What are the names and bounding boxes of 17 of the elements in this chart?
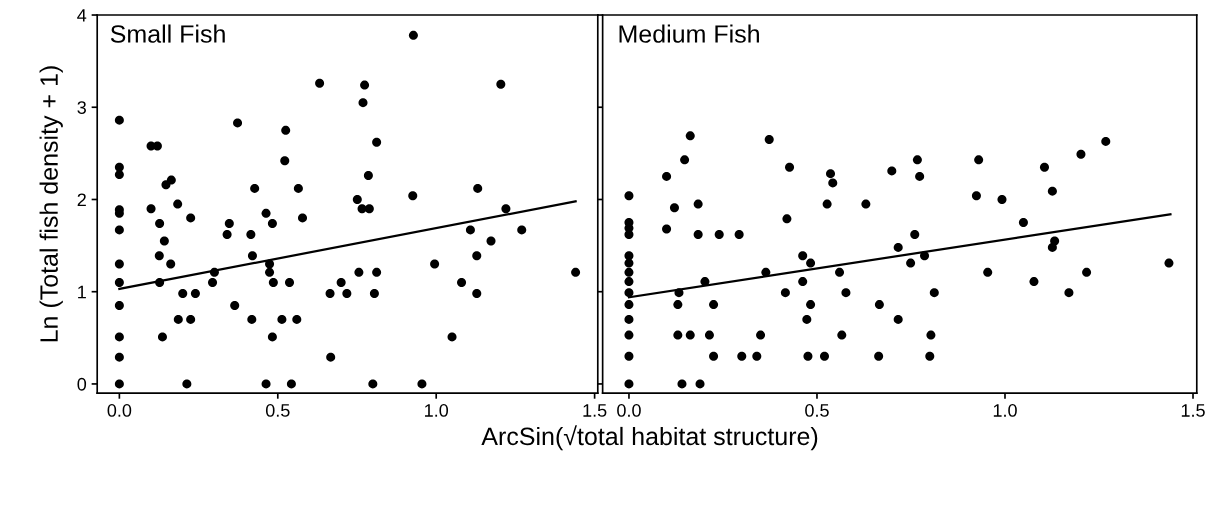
y-tick-label: 3 (77, 101, 86, 114)
y-tick-label: 2 (77, 193, 86, 207)
y-tick-label: 4 (77, 9, 87, 22)
chart-title: Medium Fish (619, 24, 759, 43)
x-axis-title: ArcSin(√total habitat structure) (481, 425, 818, 451)
x-tick-label: 0.0 (107, 404, 132, 417)
x-tick-label: 1.5 (583, 404, 607, 417)
x-tick-label: 1.5 (1181, 404, 1205, 417)
x-tick-label: 1.0 (993, 404, 1017, 417)
x-tick-label: 0.5 (265, 404, 290, 417)
y-axis-title: Ln (Total fish density + 1) (39, 66, 63, 342)
x-tick-label: 1.0 (425, 404, 449, 417)
x-tick-label: 0.5 (805, 404, 829, 417)
y-tick-label: 1 (78, 285, 86, 299)
y-tick-label: 0 (77, 377, 87, 391)
chart-title: Small Fish (110, 24, 225, 43)
x-tick-label: 0.0 (617, 404, 641, 417)
